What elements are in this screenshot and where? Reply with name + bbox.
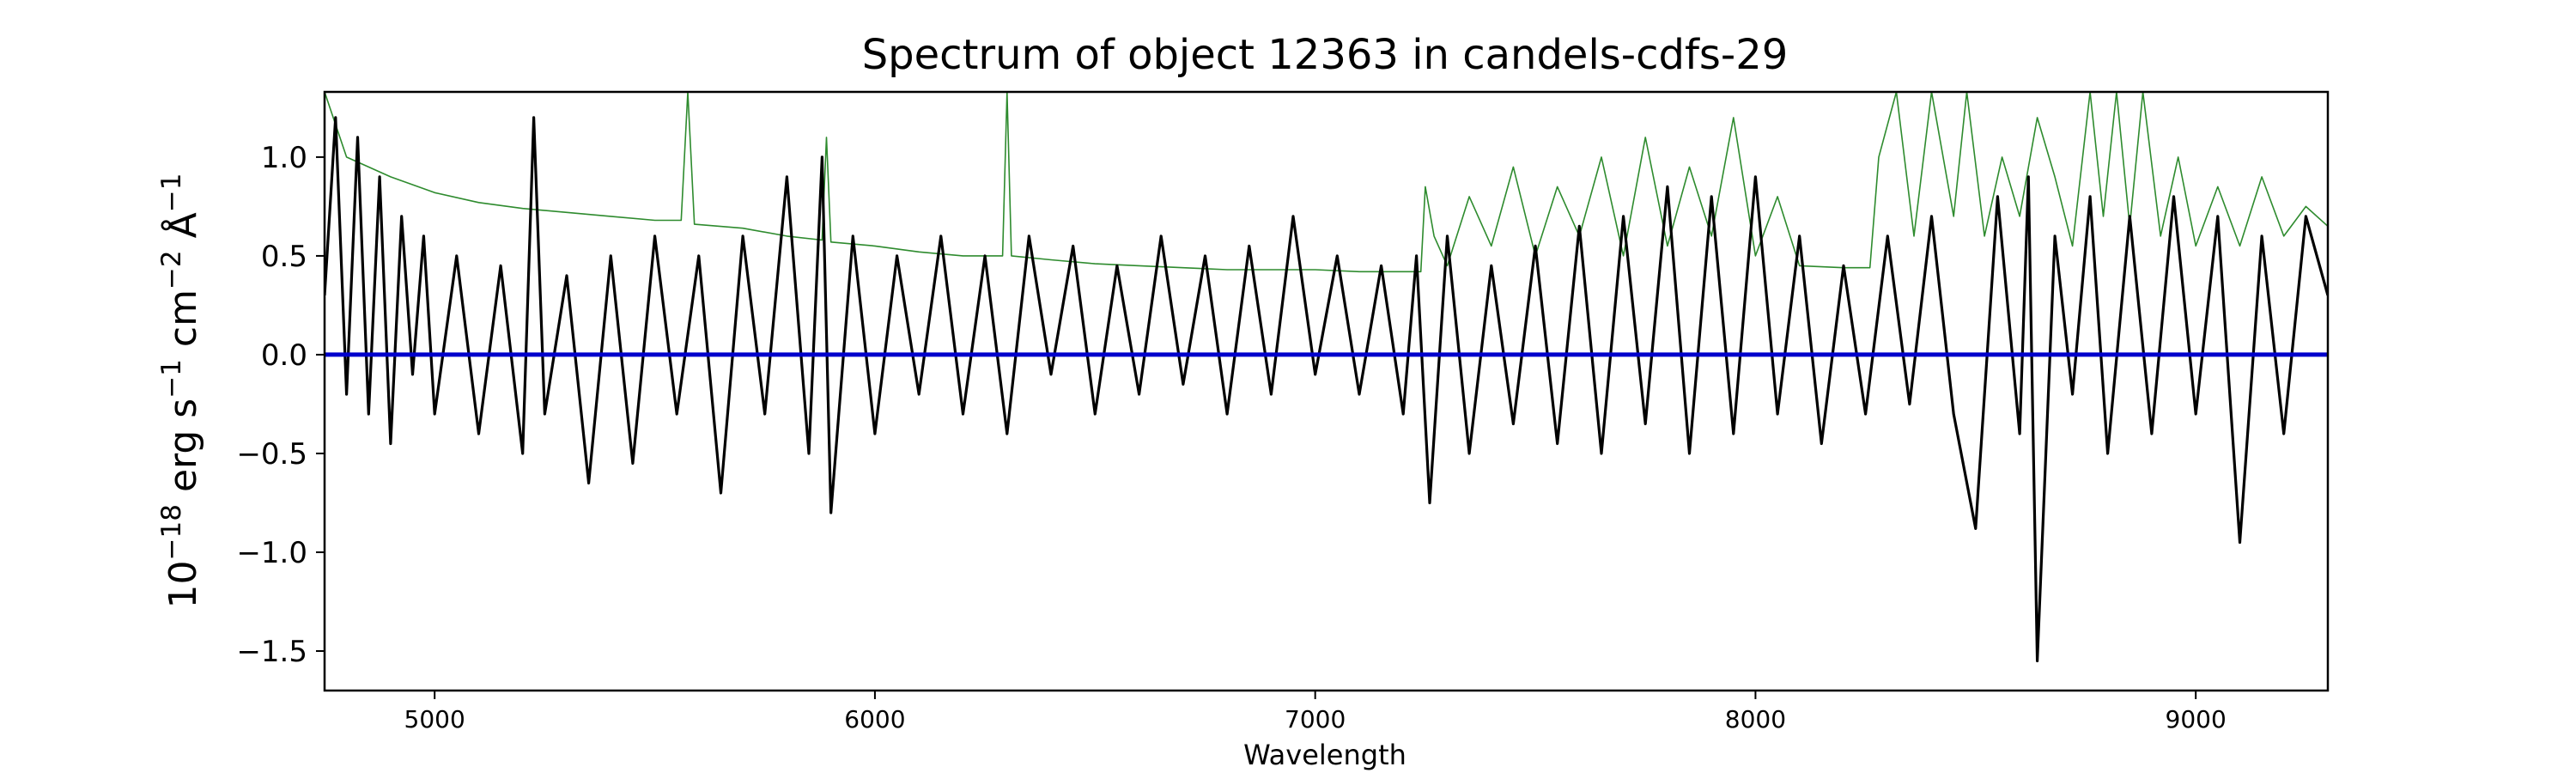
ylabel-unit-erg: erg s [161, 399, 205, 504]
ylabel-cm-exponent: −2 [156, 250, 187, 289]
ylabel-unit-cm: cm [161, 289, 205, 359]
ylabel-angstrom-exponent: −1 [156, 173, 187, 213]
ylabel-base-exponent: −18 [156, 504, 187, 560]
x-tick-label: 8000 [1725, 705, 1786, 733]
x-tick-label: 6000 [844, 705, 905, 733]
y-tick-label: 0.5 [261, 240, 307, 274]
y-tick-label: 0.0 [261, 338, 307, 373]
x-tick-label: 5000 [404, 705, 465, 733]
ylabel-s-exponent: −1 [156, 359, 187, 399]
y-tick-label: −0.5 [236, 437, 307, 472]
y-tick-label: −1.0 [236, 536, 307, 570]
x-axis-ticks: 5000 6000 7000 8000 9000 [404, 691, 2227, 733]
y-tick-label: −1.5 [236, 635, 307, 669]
series-layer [325, 92, 2328, 663]
plot-frame [323, 90, 2330, 692]
y-axis-label: 10−18 erg s−1 cm−2 Å−1 [156, 173, 205, 609]
x-axis-label: Wavelength [1243, 739, 1406, 771]
y-axis-ticks: −1.5 −1.0 −0.5 0.0 0.5 1.0 [236, 141, 325, 669]
flux-line [325, 116, 2328, 663]
chart-title: Spectrum of object 12363 in candels-cdfs… [862, 31, 1789, 79]
ylabel-unit-angstrom: Å [160, 212, 205, 250]
x-tick-label: 7000 [1285, 705, 1346, 733]
x-tick-label: 9000 [2166, 705, 2227, 733]
ylabel-base: 10 [161, 560, 205, 608]
y-tick-label: 1.0 [261, 141, 307, 175]
